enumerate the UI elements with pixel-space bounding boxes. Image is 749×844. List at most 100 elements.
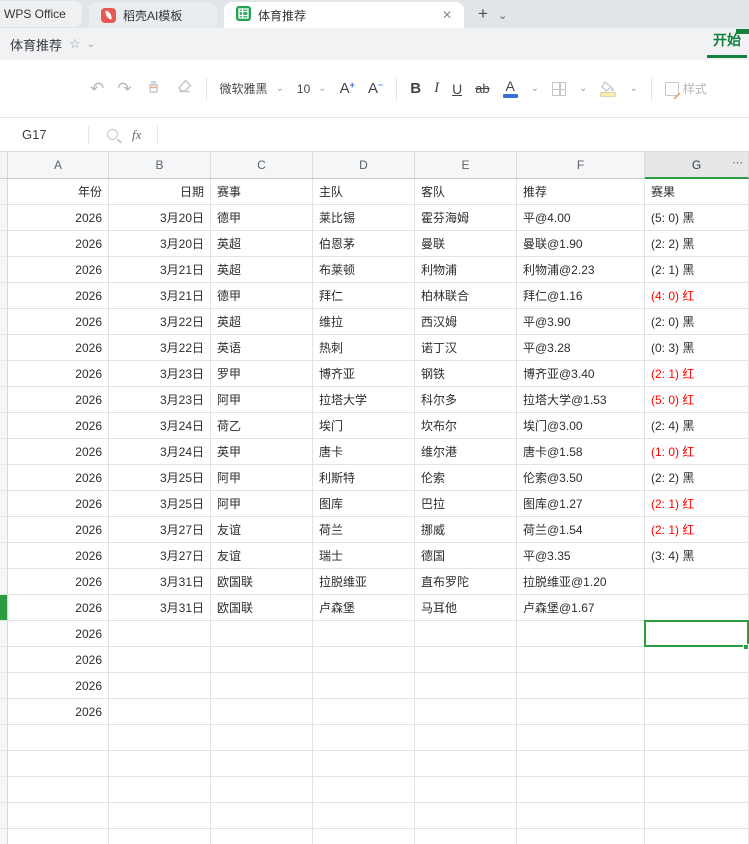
name-box[interactable]: G17: [22, 127, 47, 142]
row-header[interactable]: [0, 673, 8, 699]
cell[interactable]: [8, 725, 109, 751]
cell[interactable]: 莱比锡: [313, 205, 415, 231]
cell[interactable]: 阿甲: [211, 491, 313, 517]
cell[interactable]: 3月20日: [109, 205, 211, 231]
cell[interactable]: 英超: [211, 231, 313, 257]
row-header[interactable]: [0, 205, 8, 231]
fill-color-icon[interactable]: [600, 80, 617, 97]
cell[interactable]: 3月24日: [109, 413, 211, 439]
cell[interactable]: [211, 725, 313, 751]
cell[interactable]: 英超: [211, 309, 313, 335]
cell[interactable]: 2026: [8, 387, 109, 413]
cell[interactable]: (2: 1) 黑: [645, 257, 749, 283]
cell[interactable]: 荷兰@1.54: [517, 517, 645, 543]
cell[interactable]: 平@4.00: [517, 205, 645, 231]
cell[interactable]: [313, 673, 415, 699]
cell[interactable]: 英超: [211, 257, 313, 283]
cell[interactable]: [645, 673, 749, 699]
cell[interactable]: [415, 829, 517, 844]
cell[interactable]: (0: 3) 黑: [645, 335, 749, 361]
cell[interactable]: [415, 803, 517, 829]
column-header-B[interactable]: B: [109, 152, 211, 179]
cell[interactable]: 2026: [8, 231, 109, 257]
cell[interactable]: 巴拉: [415, 491, 517, 517]
cell[interactable]: 2026: [8, 543, 109, 569]
chevron-down-icon[interactable]: ⌄: [629, 83, 638, 94]
row-header[interactable]: [0, 569, 8, 595]
cell[interactable]: 阿甲: [211, 465, 313, 491]
cell[interactable]: [517, 829, 645, 844]
cell[interactable]: 维尔港: [415, 439, 517, 465]
cell[interactable]: 2026: [8, 205, 109, 231]
cell[interactable]: 柏林联合: [415, 283, 517, 309]
redo-icon[interactable]: ↷: [117, 79, 132, 98]
cell[interactable]: [8, 751, 109, 777]
cell[interactable]: [109, 829, 211, 844]
cell[interactable]: 3月25日: [109, 465, 211, 491]
cell[interactable]: 英甲: [211, 439, 313, 465]
underline-button[interactable]: U: [452, 80, 463, 97]
cell[interactable]: 拉塔大学@1.53: [517, 387, 645, 413]
cell[interactable]: [8, 803, 109, 829]
row-header[interactable]: [0, 491, 8, 517]
header-cell[interactable]: 日期: [109, 179, 211, 205]
cell[interactable]: [517, 725, 645, 751]
cell[interactable]: 霍芬海姆: [415, 205, 517, 231]
cell[interactable]: 拉塔大学: [313, 387, 415, 413]
cell[interactable]: (2: 2) 黑: [645, 231, 749, 257]
row-header[interactable]: [0, 361, 8, 387]
row-header[interactable]: [0, 283, 8, 309]
cell[interactable]: 3月31日: [109, 569, 211, 595]
cell[interactable]: 2026: [8, 621, 109, 647]
cell[interactable]: 2026: [8, 595, 109, 621]
cell[interactable]: [211, 621, 313, 647]
cell[interactable]: 利斯特: [313, 465, 415, 491]
cell[interactable]: 马耳他: [415, 595, 517, 621]
cell[interactable]: 2026: [8, 491, 109, 517]
cell[interactable]: 瑞士: [313, 543, 415, 569]
cell[interactable]: 维拉: [313, 309, 415, 335]
row-header[interactable]: [0, 829, 8, 844]
cell[interactable]: 德甲: [211, 283, 313, 309]
cell[interactable]: [109, 647, 211, 673]
row-header[interactable]: [0, 777, 8, 803]
cell[interactable]: [517, 751, 645, 777]
header-cell[interactable]: 赛事: [211, 179, 313, 205]
cell[interactable]: 利物浦@2.23: [517, 257, 645, 283]
cell[interactable]: (2: 1) 红: [645, 517, 749, 543]
fill-handle[interactable]: [743, 644, 749, 650]
cell[interactable]: 德甲: [211, 205, 313, 231]
cell[interactable]: 3月27日: [109, 543, 211, 569]
cell[interactable]: [109, 803, 211, 829]
cell[interactable]: 3月21日: [109, 257, 211, 283]
cell[interactable]: [211, 673, 313, 699]
cell[interactable]: 西汉姆: [415, 309, 517, 335]
row-header[interactable]: [0, 387, 8, 413]
row-header[interactable]: [0, 725, 8, 751]
cell[interactable]: 埃门@3.00: [517, 413, 645, 439]
cell[interactable]: [415, 673, 517, 699]
row-header[interactable]: [0, 231, 8, 257]
cell[interactable]: 伦索: [415, 465, 517, 491]
column-header-A[interactable]: A: [8, 152, 109, 179]
strikethrough-button[interactable]: ab: [475, 81, 490, 96]
header-cell[interactable]: 年份: [8, 179, 109, 205]
column-header-G[interactable]: G ⋯: [645, 152, 749, 179]
cell[interactable]: 2026: [8, 517, 109, 543]
cell[interactable]: 埃门: [313, 413, 415, 439]
cell[interactable]: 平@3.35: [517, 543, 645, 569]
borders-icon[interactable]: [552, 81, 567, 96]
format-painter-icon[interactable]: [145, 78, 162, 100]
row-header[interactable]: [0, 595, 8, 621]
cell[interactable]: 2026: [8, 361, 109, 387]
row-header[interactable]: [0, 621, 8, 647]
cell[interactable]: [415, 621, 517, 647]
cell[interactable]: 钢铁: [415, 361, 517, 387]
cell[interactable]: 3月21日: [109, 283, 211, 309]
cell[interactable]: 3月20日: [109, 231, 211, 257]
cell[interactable]: [109, 621, 211, 647]
cell[interactable]: (5: 0) 黑: [645, 205, 749, 231]
cell[interactable]: 图库@1.27: [517, 491, 645, 517]
cell[interactable]: 伯恩茅: [313, 231, 415, 257]
cell[interactable]: 3月23日: [109, 361, 211, 387]
